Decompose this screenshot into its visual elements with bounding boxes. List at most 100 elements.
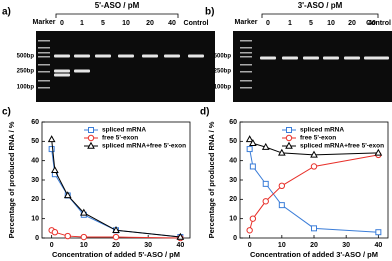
gel-band (344, 56, 360, 60)
y-tick-label: 0 (233, 235, 237, 242)
data-point (262, 180, 269, 187)
lane-label: 5 (101, 20, 105, 27)
data-point (87, 141, 95, 149)
gel-band (74, 54, 90, 58)
gel-band (118, 54, 134, 58)
legend-label: spliced mRNA (300, 127, 344, 134)
panel-label: d) (200, 107, 209, 118)
lane-label: 0 (60, 20, 64, 27)
gel-band (323, 56, 339, 60)
data-point (374, 148, 383, 156)
y-tick-label: 10 (229, 216, 237, 223)
lane-label: 40 (368, 20, 376, 27)
gel-band (54, 54, 70, 58)
ladder-band (240, 71, 252, 73)
series-line (249, 148, 379, 233)
y-tick-label: 0 (35, 235, 39, 242)
y-tick-label: 30 (31, 177, 39, 184)
size-label: 250bp (17, 69, 35, 75)
data-point (245, 135, 254, 143)
y-tick-label: 40 (229, 158, 237, 165)
data-point (79, 208, 88, 216)
ladder-band (240, 47, 252, 49)
gel-header: 5'-ASO / pM (95, 1, 140, 10)
gel-band (164, 54, 180, 58)
x-tick-label: 10 (80, 242, 88, 249)
header-bracket (261, 13, 379, 18)
y-tick-label: 30 (229, 177, 237, 184)
marker-label: Marker (235, 19, 258, 26)
lane-label: 0 (266, 20, 270, 27)
y-tick-label: 50 (31, 138, 39, 145)
lane-label: 40 (168, 20, 176, 27)
x-tick-label: 0 (50, 242, 54, 249)
series-line (51, 149, 181, 238)
lane-label: 20 (348, 20, 356, 27)
size-label: 250bp (214, 69, 232, 75)
ladder-band (38, 56, 50, 58)
legend-label: free 5'-exon (300, 135, 336, 142)
ladder-band (38, 47, 50, 49)
ladder-band (38, 80, 50, 82)
gel-band (260, 56, 276, 60)
data-point (311, 225, 317, 232)
y-tick-label: 60 (31, 119, 39, 126)
data-point (47, 135, 56, 143)
data-point (63, 191, 72, 199)
x-axis-label: Concentration of added 3'-ASO / pM (250, 250, 378, 259)
lane-label: 1 (288, 20, 292, 27)
ladder-band (240, 56, 252, 58)
ladder-band (38, 64, 50, 66)
x-axis-label: Concentration of added 5'-ASO / pM (52, 250, 180, 259)
ladder-band (240, 64, 252, 66)
data-point (310, 150, 318, 158)
lane-label: 10 (327, 20, 335, 27)
y-tick-label: 10 (31, 216, 39, 223)
gel-band (282, 56, 298, 60)
legend-label: spliced mRNA+free 5'-exon (102, 143, 186, 150)
data-point (310, 163, 318, 170)
marker-label: Marker (33, 19, 56, 26)
data-point (246, 227, 253, 234)
y-axis-label: Percentage of produced RNA / % (7, 121, 16, 238)
gel-image (233, 31, 392, 102)
gel-image (36, 31, 215, 102)
data-point (278, 182, 286, 190)
ladder-band (38, 71, 50, 73)
gel-band (373, 56, 389, 60)
lane-label: Control (184, 20, 209, 27)
ladder-band (240, 40, 252, 42)
data-point (249, 163, 256, 170)
ladder-band (38, 40, 50, 42)
legend-label: spliced mRNA (102, 127, 146, 134)
data-point (277, 148, 286, 156)
x-tick-label: 10 (278, 242, 286, 249)
y-tick-label: 50 (229, 138, 237, 145)
data-point (51, 229, 59, 236)
data-point (64, 232, 71, 240)
gel-band (74, 69, 90, 73)
x-tick-label: 0 (248, 242, 252, 249)
size-label: 100bp (17, 85, 35, 91)
data-point (176, 232, 185, 240)
x-tick-label: 40 (374, 242, 382, 249)
data-point (285, 141, 293, 149)
x-tick-label: 40 (176, 242, 184, 249)
gel-band (303, 56, 319, 60)
data-point (48, 146, 55, 153)
x-tick-label: 30 (342, 242, 350, 249)
ladder-band (240, 52, 252, 54)
size-label: 500bp (214, 54, 232, 60)
lane-label: Control (366, 20, 391, 27)
x-tick-label: 20 (112, 242, 120, 249)
series-line (51, 139, 181, 238)
gel-band (95, 54, 111, 58)
y-tick-label: 20 (31, 196, 39, 203)
data-point (88, 127, 94, 133)
header-bracket (55, 13, 179, 18)
data-point (80, 233, 88, 241)
lane-label: 1 (80, 20, 84, 27)
ladder-band (38, 87, 50, 89)
gel-band (54, 69, 70, 73)
